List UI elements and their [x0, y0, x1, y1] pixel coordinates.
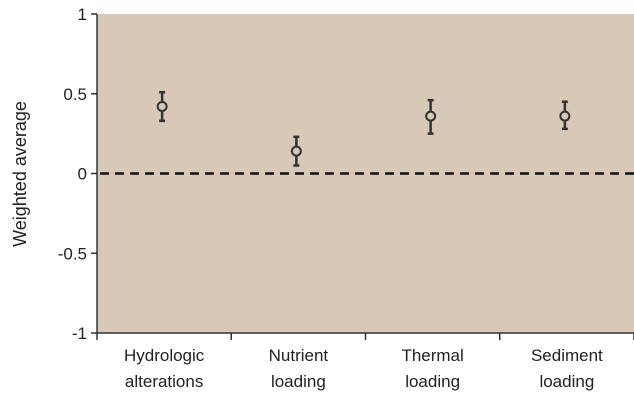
- x-category-label-line: alterations: [125, 372, 203, 391]
- y-tick-label: -0.5: [58, 244, 87, 263]
- x-category-label: Thermal loading: [401, 346, 463, 391]
- x-category-label-line: Thermal: [401, 346, 463, 365]
- data-point: [290, 145, 302, 157]
- x-category-label-line: Nutrient: [269, 346, 329, 365]
- x-category-label: Sediment loading: [531, 346, 603, 391]
- y-axis-title: Weighted average: [10, 101, 30, 247]
- x-category-label: Hydrologic alterations: [124, 346, 205, 391]
- x-category-label-line: loading: [271, 372, 326, 391]
- x-category-label-line: Hydrologic: [124, 346, 205, 365]
- data-point: [425, 110, 437, 122]
- y-tick-label: 1: [78, 5, 87, 24]
- data-point: [156, 101, 168, 113]
- data-points: [156, 90, 571, 167]
- x-category-label-line: loading: [405, 372, 460, 391]
- y-ticks: 1 0.5 0 -0.5 -1: [58, 5, 97, 343]
- x-category-label-line: loading: [539, 372, 594, 391]
- y-tick-label: 0: [78, 165, 87, 184]
- data-point: [559, 110, 571, 122]
- y-tick-label: 0.5: [63, 85, 87, 104]
- plot-area: [97, 14, 634, 333]
- x-category-label: Nutrient loading: [269, 346, 329, 391]
- x-category-label-line: Sediment: [531, 346, 603, 365]
- y-tick-label: -1: [72, 324, 87, 343]
